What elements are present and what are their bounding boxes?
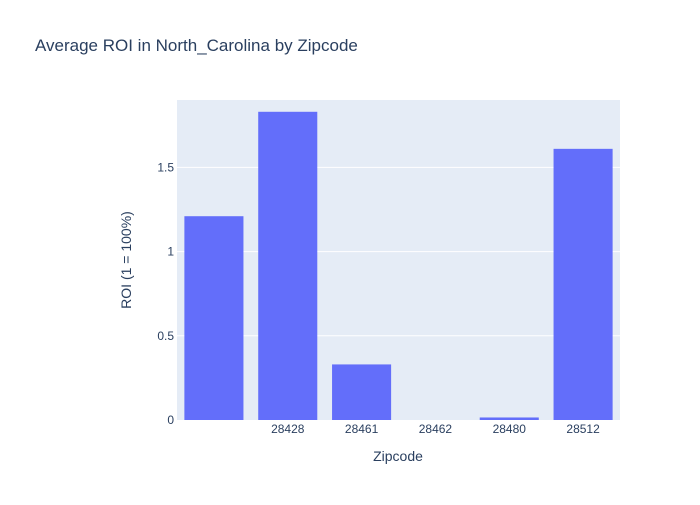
x-tick-label: 28428 — [271, 422, 305, 436]
bar[interactable] — [553, 148, 613, 420]
y-axis-ticks: 0 0.5 1 1.5 — [157, 160, 174, 427]
x-axis-ticks: 28428 28461 28462 28480 28512 — [271, 422, 600, 436]
y-tick-label: 1 — [167, 245, 174, 259]
x-axis-title: Zipcode — [373, 448, 423, 464]
y-tick-label: 0.5 — [157, 329, 174, 343]
y-axis-title: ROI (1 = 100%) — [118, 211, 134, 309]
x-tick-label: 28512 — [566, 422, 600, 436]
bar[interactable] — [184, 216, 244, 420]
bars — [184, 111, 613, 420]
x-tick-label: 28462 — [419, 422, 453, 436]
y-tick-label: 1.5 — [157, 160, 174, 174]
gridlines — [177, 166, 620, 337]
bar[interactable] — [332, 364, 392, 420]
plot-area — [177, 100, 620, 420]
bar[interactable] — [479, 417, 539, 420]
bar[interactable] — [258, 111, 318, 420]
x-tick-label: 28461 — [345, 422, 379, 436]
chart-title: Average ROI in North_Carolina by Zipcode — [35, 36, 358, 55]
y-tick-label: 0 — [167, 413, 174, 427]
x-tick-label: 28480 — [493, 422, 527, 436]
